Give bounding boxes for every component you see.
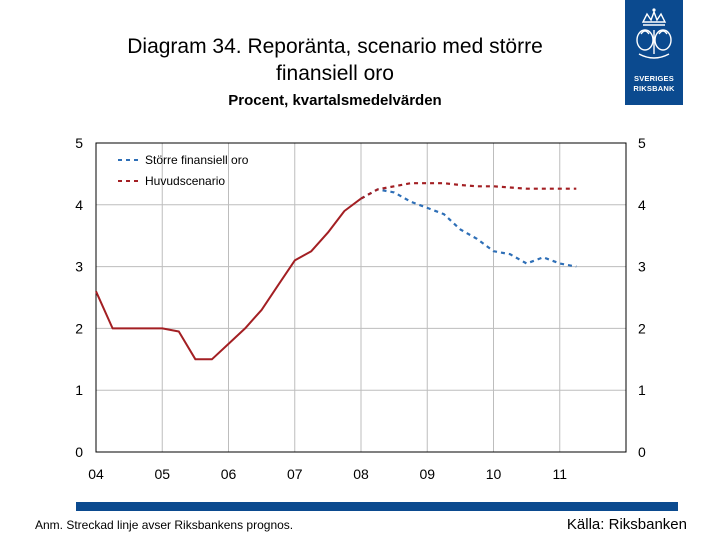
y-tick-label-right: 5	[638, 135, 646, 151]
footer-bar	[76, 502, 678, 511]
x-tick-label: 05	[154, 466, 170, 482]
x-tick-label: 08	[353, 466, 369, 482]
y-tick-label-right: 2	[638, 320, 646, 336]
logo-text-line2: RIKSBANK	[633, 84, 675, 93]
chart-title: Diagram 34. Reporänta, scenario med stör…	[40, 33, 630, 87]
legend-label: Större finansiell oro	[145, 153, 249, 167]
x-tick-label: 06	[221, 466, 237, 482]
x-tick-label: 07	[287, 466, 303, 482]
y-tick-label-left: 0	[75, 444, 83, 460]
x-tick-label: 11	[552, 466, 567, 482]
series-line	[360, 188, 577, 268]
y-tick-label-left: 4	[75, 197, 83, 213]
footnote: Anm. Streckad linje avser Riksbankens pr…	[35, 518, 294, 532]
x-tick-label: 04	[88, 466, 104, 482]
y-tick-label-left: 5	[75, 135, 83, 151]
logo-text-line1: SVERIGES	[634, 74, 674, 83]
crown-emblem-icon	[636, 8, 672, 59]
riksbank-logo: SVERIGES RIKSBANK	[625, 0, 683, 105]
y-tick-label-left: 3	[75, 259, 83, 275]
x-tick-label: 10	[486, 466, 502, 482]
chart-title-line1: Diagram 34. Reporänta, scenario med stör…	[127, 35, 543, 58]
x-tick-label: 09	[419, 466, 435, 482]
series-line	[360, 182, 577, 200]
plot-area-frame	[95, 142, 627, 453]
source-label: Källa: Riksbanken	[566, 516, 687, 533]
y-tick-label-left: 1	[75, 382, 83, 398]
y-tick-label-right: 4	[638, 197, 646, 213]
legend-label: Huvudscenario	[145, 174, 225, 188]
y-tick-label-right: 0	[638, 444, 646, 460]
chart-title-line2: finansiell oro	[276, 62, 394, 85]
y-tick-label-left: 2	[75, 320, 83, 336]
y-tick-label-right: 3	[638, 259, 646, 275]
chart-subtitle: Procent, kvartalsmedelvärden	[228, 92, 442, 109]
y-tick-label-right: 1	[638, 382, 646, 398]
